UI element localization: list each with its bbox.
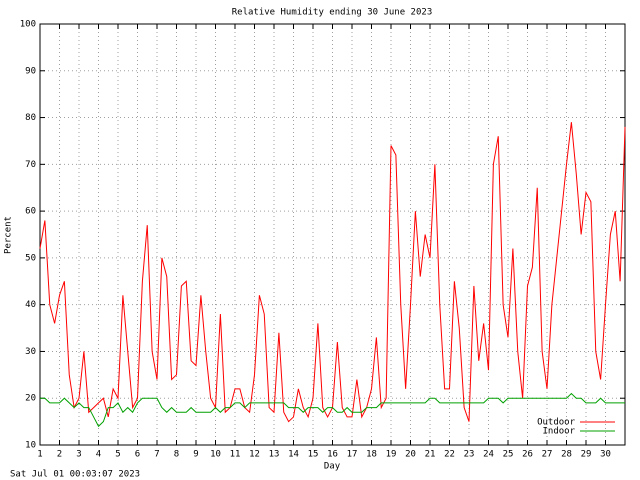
x-tick-label: 10 <box>210 450 221 460</box>
legend-label: Indoor <box>542 427 575 437</box>
x-tick-label: 3 <box>76 450 81 460</box>
y-axis-label: Percent <box>4 216 14 254</box>
x-tick-label: 4 <box>96 450 101 460</box>
x-tick-label: 15 <box>308 450 319 460</box>
y-tick-label: 30 <box>25 347 36 357</box>
x-tick-label: 29 <box>581 450 592 460</box>
x-tick-label: 24 <box>483 450 494 460</box>
x-tick-label: 22 <box>444 450 455 460</box>
x-tick-label: 18 <box>366 450 377 460</box>
x-tick-label: 6 <box>135 450 140 460</box>
legend-label: Outdoor <box>537 418 576 428</box>
y-tick-label: 50 <box>25 253 36 263</box>
x-tick-label: 28 <box>561 450 572 460</box>
x-tick-label: 9 <box>193 450 198 460</box>
x-tick-label: 17 <box>347 450 358 460</box>
x-tick-label: 30 <box>600 450 611 460</box>
x-tick-label: 20 <box>405 450 416 460</box>
x-tick-label: 12 <box>249 450 260 460</box>
y-tick-label: 40 <box>25 300 36 310</box>
y-tick-label: 90 <box>25 66 36 76</box>
x-tick-label: 27 <box>542 450 553 460</box>
x-tick-label: 1 <box>37 450 42 460</box>
x-tick-label: 7 <box>154 450 159 460</box>
x-tick-label: 11 <box>230 450 241 460</box>
x-tick-label: 21 <box>425 450 436 460</box>
y-tick-label: 100 <box>20 20 36 30</box>
y-tick-label: 10 <box>25 441 36 451</box>
plot-border <box>39 23 626 446</box>
x-tick-label: 5 <box>115 450 120 460</box>
x-axis-label: Day <box>324 462 341 472</box>
x-tick-label: 14 <box>288 450 299 460</box>
y-tick-label: 80 <box>25 113 36 123</box>
x-tick-label: 8 <box>174 450 179 460</box>
chart-title: Relative Humidity ending 30 June 2023 <box>232 8 432 18</box>
x-tick-label: 25 <box>503 450 514 460</box>
y-tick-label: 70 <box>25 160 36 170</box>
x-tick-label: 2 <box>57 450 62 460</box>
y-tick-label: 60 <box>25 207 36 217</box>
x-tick-label: 13 <box>269 450 280 460</box>
data-line <box>40 392 625 428</box>
x-tick-label: 19 <box>386 450 397 460</box>
x-tick-label: 26 <box>522 450 533 460</box>
y-tick-label: 20 <box>25 394 36 404</box>
x-tick-label: 16 <box>327 450 338 460</box>
footer: Sat Jul 01 00:03:07 2023 <box>10 470 140 480</box>
x-tick-label: 23 <box>464 450 475 460</box>
